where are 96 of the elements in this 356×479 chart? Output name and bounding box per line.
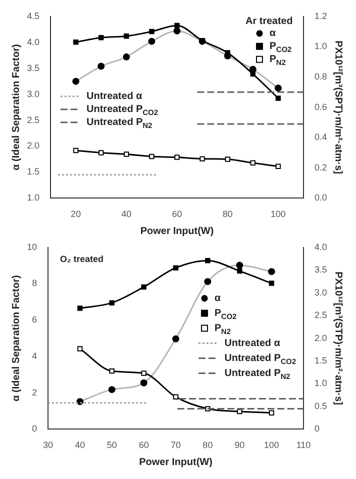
point	[77, 306, 83, 311]
point	[141, 284, 146, 290]
y2-axis-title: PX10¹²[m³(SPT)·m/m²·atm·s]	[332, 40, 344, 174]
y2-tick-label: 2.5	[314, 310, 328, 320]
x-tick-label: 20	[70, 209, 81, 220]
x-axis-title: Power Input(W)	[139, 456, 212, 468]
x-tick-label: 40	[74, 440, 85, 450]
point	[108, 386, 116, 394]
y-tick-label: 3.5	[26, 62, 40, 73]
y2-axis-title: PX10¹²[m³(STP)·m/m²·atm·s]	[332, 272, 344, 405]
y2-tick-label: 3.0	[314, 287, 328, 298]
y2-tick-label: 1.0	[314, 378, 328, 388]
y2-tick-label: 3.5	[314, 264, 328, 275]
point	[148, 38, 156, 45]
point	[172, 335, 180, 342]
point	[268, 280, 274, 286]
legend-label: Untreated α	[224, 338, 281, 350]
y2-tick-label: 0.4	[314, 132, 328, 142]
y-tick-label: 2.5	[26, 114, 40, 125]
point	[250, 160, 256, 166]
y-tick-label: 1.5	[26, 166, 40, 177]
x-tick-label: 30	[43, 440, 54, 450]
x-tick-label: 60	[138, 440, 149, 450]
point	[205, 258, 210, 264]
point	[250, 71, 256, 77]
point	[174, 154, 180, 160]
x-tick-label: 50	[106, 440, 117, 450]
y2-tick-label: 0.5	[314, 400, 328, 411]
y2-tick-label: 2.0	[314, 332, 328, 343]
y-axis-title: α (Ideal Separation Factor)	[10, 44, 22, 170]
y-tick-label: 6	[32, 314, 38, 325]
point	[77, 346, 83, 352]
y-tick-label: 2	[32, 387, 38, 398]
y2-tick-label: 0.2	[314, 162, 328, 172]
y-tick-label: 2.0	[26, 140, 40, 151]
x-tick-label: 70	[170, 440, 181, 450]
y-tick-label: 1.0	[26, 192, 40, 203]
legend-label: Untreated α	[86, 91, 143, 102]
y2-tick-label: 0	[314, 424, 320, 434]
point	[268, 268, 276, 276]
annotation: O₂ treated	[60, 254, 104, 264]
point	[141, 370, 146, 376]
point	[98, 34, 104, 40]
x-tick-label: 80	[202, 440, 213, 450]
point	[268, 410, 274, 416]
point	[73, 148, 78, 154]
legend-title: Ar treated	[245, 16, 293, 28]
point	[109, 300, 114, 306]
y-tick-label: 8	[32, 278, 38, 288]
y-tick-label: 4.5	[26, 10, 40, 21]
point	[140, 379, 148, 386]
y2-tick-label: 0.6	[314, 102, 328, 112]
x-tick-label: 100	[264, 440, 280, 450]
point	[173, 265, 178, 270]
point	[236, 262, 244, 269]
point	[237, 268, 242, 274]
y2-tick-label: 0.8	[314, 71, 328, 82]
point	[98, 150, 104, 156]
y2-tick-label: 1.0	[314, 41, 328, 52]
point	[174, 22, 180, 28]
point	[174, 27, 180, 34]
y-tick-label: 10	[26, 242, 38, 252]
point	[149, 154, 154, 160]
y-tick-label: 0	[32, 424, 38, 434]
x-tick-label: 40	[121, 209, 132, 220]
legend-label: α	[269, 28, 276, 40]
point	[98, 62, 105, 70]
y2-tick-label: 1.5	[314, 356, 328, 366]
y-tick-label: 3.0	[26, 88, 40, 99]
point	[173, 394, 178, 400]
y2-tick-label: 1.2	[314, 10, 328, 21]
point	[124, 152, 130, 157]
x-tick-label: 60	[172, 209, 182, 220]
y2-tick-label: 4.0	[314, 242, 328, 252]
x-tick-label: 110	[296, 440, 311, 450]
point	[72, 78, 80, 85]
y-tick-label: 4	[32, 350, 38, 361]
y2-tick-label: 0.0	[314, 192, 328, 203]
legend-label: α	[214, 293, 222, 304]
point	[122, 53, 130, 60]
point	[274, 84, 282, 92]
point	[200, 156, 205, 162]
point	[149, 28, 154, 34]
point	[204, 278, 212, 286]
y-tick-label: 4.0	[26, 36, 40, 47]
x-tick-label: 100	[270, 209, 286, 220]
point	[73, 40, 78, 45]
point	[224, 156, 230, 162]
point	[109, 368, 114, 374]
y-axis-title: α (Ideal Separation Factor)	[10, 275, 22, 402]
x-axis-title: Power Input(W)	[140, 226, 214, 237]
x-tick-label: 80	[222, 209, 233, 220]
point	[276, 96, 281, 101]
point	[124, 33, 130, 39]
x-tick-label: 90	[234, 440, 245, 450]
point	[276, 164, 281, 170]
